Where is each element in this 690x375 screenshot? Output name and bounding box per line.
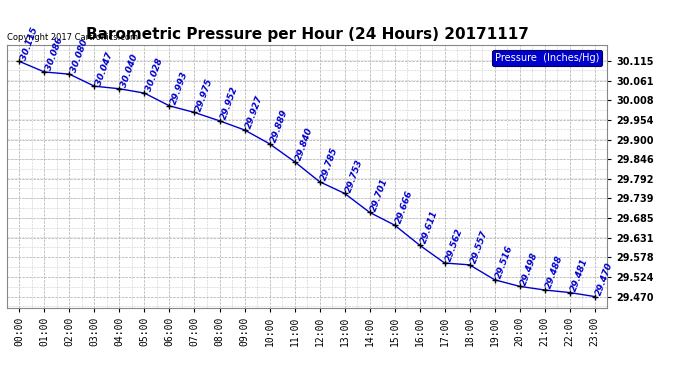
Text: 29.785: 29.785 — [319, 146, 340, 182]
Text: 30.047: 30.047 — [95, 51, 115, 86]
Text: 29.889: 29.889 — [270, 108, 290, 144]
Text: 29.498: 29.498 — [520, 251, 540, 286]
Text: 30.028: 30.028 — [144, 57, 165, 93]
Text: 29.975: 29.975 — [195, 77, 215, 112]
Text: 29.470: 29.470 — [595, 261, 615, 297]
Text: 29.557: 29.557 — [470, 229, 490, 265]
Text: 29.562: 29.562 — [444, 227, 465, 263]
Text: 29.481: 29.481 — [570, 257, 590, 292]
Text: 29.611: 29.611 — [420, 210, 440, 245]
Text: 29.753: 29.753 — [344, 158, 365, 194]
Text: 29.993: 29.993 — [170, 70, 190, 106]
Text: 29.666: 29.666 — [395, 189, 415, 225]
Text: 30.040: 30.040 — [119, 53, 140, 89]
Title: Barometric Pressure per Hour (24 Hours) 20171117: Barometric Pressure per Hour (24 Hours) … — [86, 27, 529, 42]
Text: 29.927: 29.927 — [244, 94, 265, 130]
Text: Copyright 2017 Cartronics.com: Copyright 2017 Cartronics.com — [7, 33, 138, 42]
Legend: Pressure  (Inches/Hg): Pressure (Inches/Hg) — [492, 50, 602, 66]
Text: 30.080: 30.080 — [70, 39, 90, 74]
Text: 29.516: 29.516 — [495, 244, 515, 280]
Text: 29.488: 29.488 — [544, 254, 565, 290]
Text: 29.952: 29.952 — [219, 85, 240, 121]
Text: 30.086: 30.086 — [44, 36, 65, 72]
Text: 29.701: 29.701 — [370, 177, 390, 212]
Text: 30.115: 30.115 — [19, 26, 40, 62]
Text: 29.840: 29.840 — [295, 126, 315, 162]
